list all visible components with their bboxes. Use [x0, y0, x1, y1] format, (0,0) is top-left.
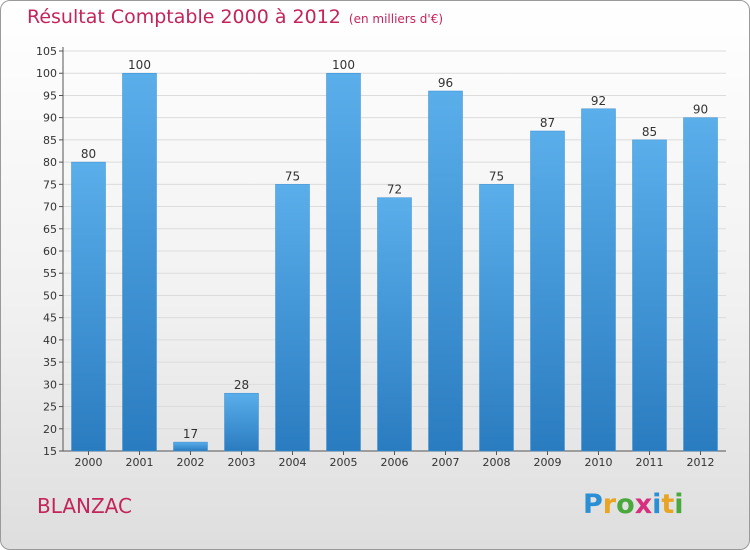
bar-2005 — [326, 72, 361, 452]
y-tick-label: 50 — [43, 289, 57, 302]
bar-2009 — [530, 130, 565, 452]
x-tick-label: 2006 — [381, 456, 409, 469]
proxiti-logo: Proxiti — [583, 489, 684, 520]
x-tick-label: 2002 — [177, 456, 205, 469]
logo-letter: x — [634, 489, 653, 520]
y-tick-label: 45 — [43, 312, 57, 325]
chart-unit-label: (en milliers d'€) — [348, 12, 444, 26]
x-tick-label: 2000 — [75, 456, 103, 469]
x-tick-label: 2010 — [585, 456, 613, 469]
logo-letter: P — [583, 489, 603, 520]
x-tick-label: 2012 — [687, 456, 715, 469]
bar-2010 — [581, 108, 616, 452]
logo-letter: i — [674, 489, 684, 520]
data-label-2003: 28 — [234, 378, 249, 392]
logo-letter: i — [652, 489, 662, 520]
data-label-2010: 92 — [591, 94, 606, 108]
y-tick-label: 90 — [43, 112, 57, 125]
x-tick-label: 2001 — [126, 456, 154, 469]
chart-title: Résultat Comptable 2000 à 2012 (en millie… — [27, 6, 443, 28]
data-label-2000: 80 — [81, 147, 96, 161]
x-tick-label: 2008 — [483, 456, 511, 469]
bar-2006 — [377, 197, 412, 452]
data-label-2007: 96 — [438, 76, 453, 90]
y-tick-label: 80 — [43, 156, 57, 169]
logo-letter: r — [602, 489, 617, 520]
bar-2000 — [71, 161, 106, 452]
y-tick-label: 100 — [36, 67, 57, 80]
data-label-2006: 72 — [387, 183, 402, 197]
y-tick-label: 55 — [43, 267, 57, 280]
bar-2011 — [632, 139, 667, 452]
bar-2004 — [275, 184, 310, 452]
bar-2003 — [224, 392, 259, 452]
logo-letter: o — [616, 489, 635, 520]
bar-2012 — [683, 117, 718, 452]
logo-letter: t — [661, 489, 675, 520]
y-tick-label: 105 — [36, 45, 57, 58]
y-tick-label: 35 — [43, 356, 57, 369]
data-label-2005: 100 — [332, 58, 355, 72]
commune-name: BLANZAC — [37, 494, 132, 518]
data-label-2012: 90 — [693, 103, 708, 117]
x-tick-label: 2005 — [330, 456, 358, 469]
y-tick-label: 30 — [43, 378, 57, 391]
data-label-2004: 75 — [285, 169, 300, 183]
data-label-2008: 75 — [489, 169, 504, 183]
data-label-2009: 87 — [540, 116, 555, 130]
x-tick-label: 2009 — [534, 456, 562, 469]
y-tick-label: 75 — [43, 178, 57, 191]
y-tick-label: 20 — [43, 423, 57, 436]
y-tick-label: 95 — [43, 89, 57, 102]
x-tick-label: 2003 — [228, 456, 256, 469]
y-tick-label: 25 — [43, 401, 57, 414]
bar-2007 — [428, 90, 463, 452]
bar-2001 — [122, 72, 157, 452]
data-label-2011: 85 — [642, 125, 657, 139]
bar-2008 — [479, 184, 514, 452]
bar-2002 — [173, 441, 208, 452]
chart-title-text: Résultat Comptable 2000 à 2012 — [27, 6, 341, 28]
y-tick-label: 40 — [43, 334, 57, 347]
y-tick-label: 70 — [43, 201, 57, 214]
data-label-2002: 17 — [183, 427, 198, 441]
y-tick-label: 85 — [43, 134, 57, 147]
x-tick-label: 2007 — [432, 456, 460, 469]
data-label-2001: 100 — [128, 58, 151, 72]
label-layer: 80 100 17 28 75 100 72 96 75 87 92 85 90 — [81, 58, 708, 441]
y-tick-label: 65 — [43, 223, 57, 236]
y-tick-label: 60 — [43, 245, 57, 258]
x-tick-label: 2011 — [636, 456, 664, 469]
bar-layer — [71, 72, 718, 452]
y-tick-label: 15 — [43, 445, 57, 458]
x-tick-label: 2004 — [279, 456, 307, 469]
